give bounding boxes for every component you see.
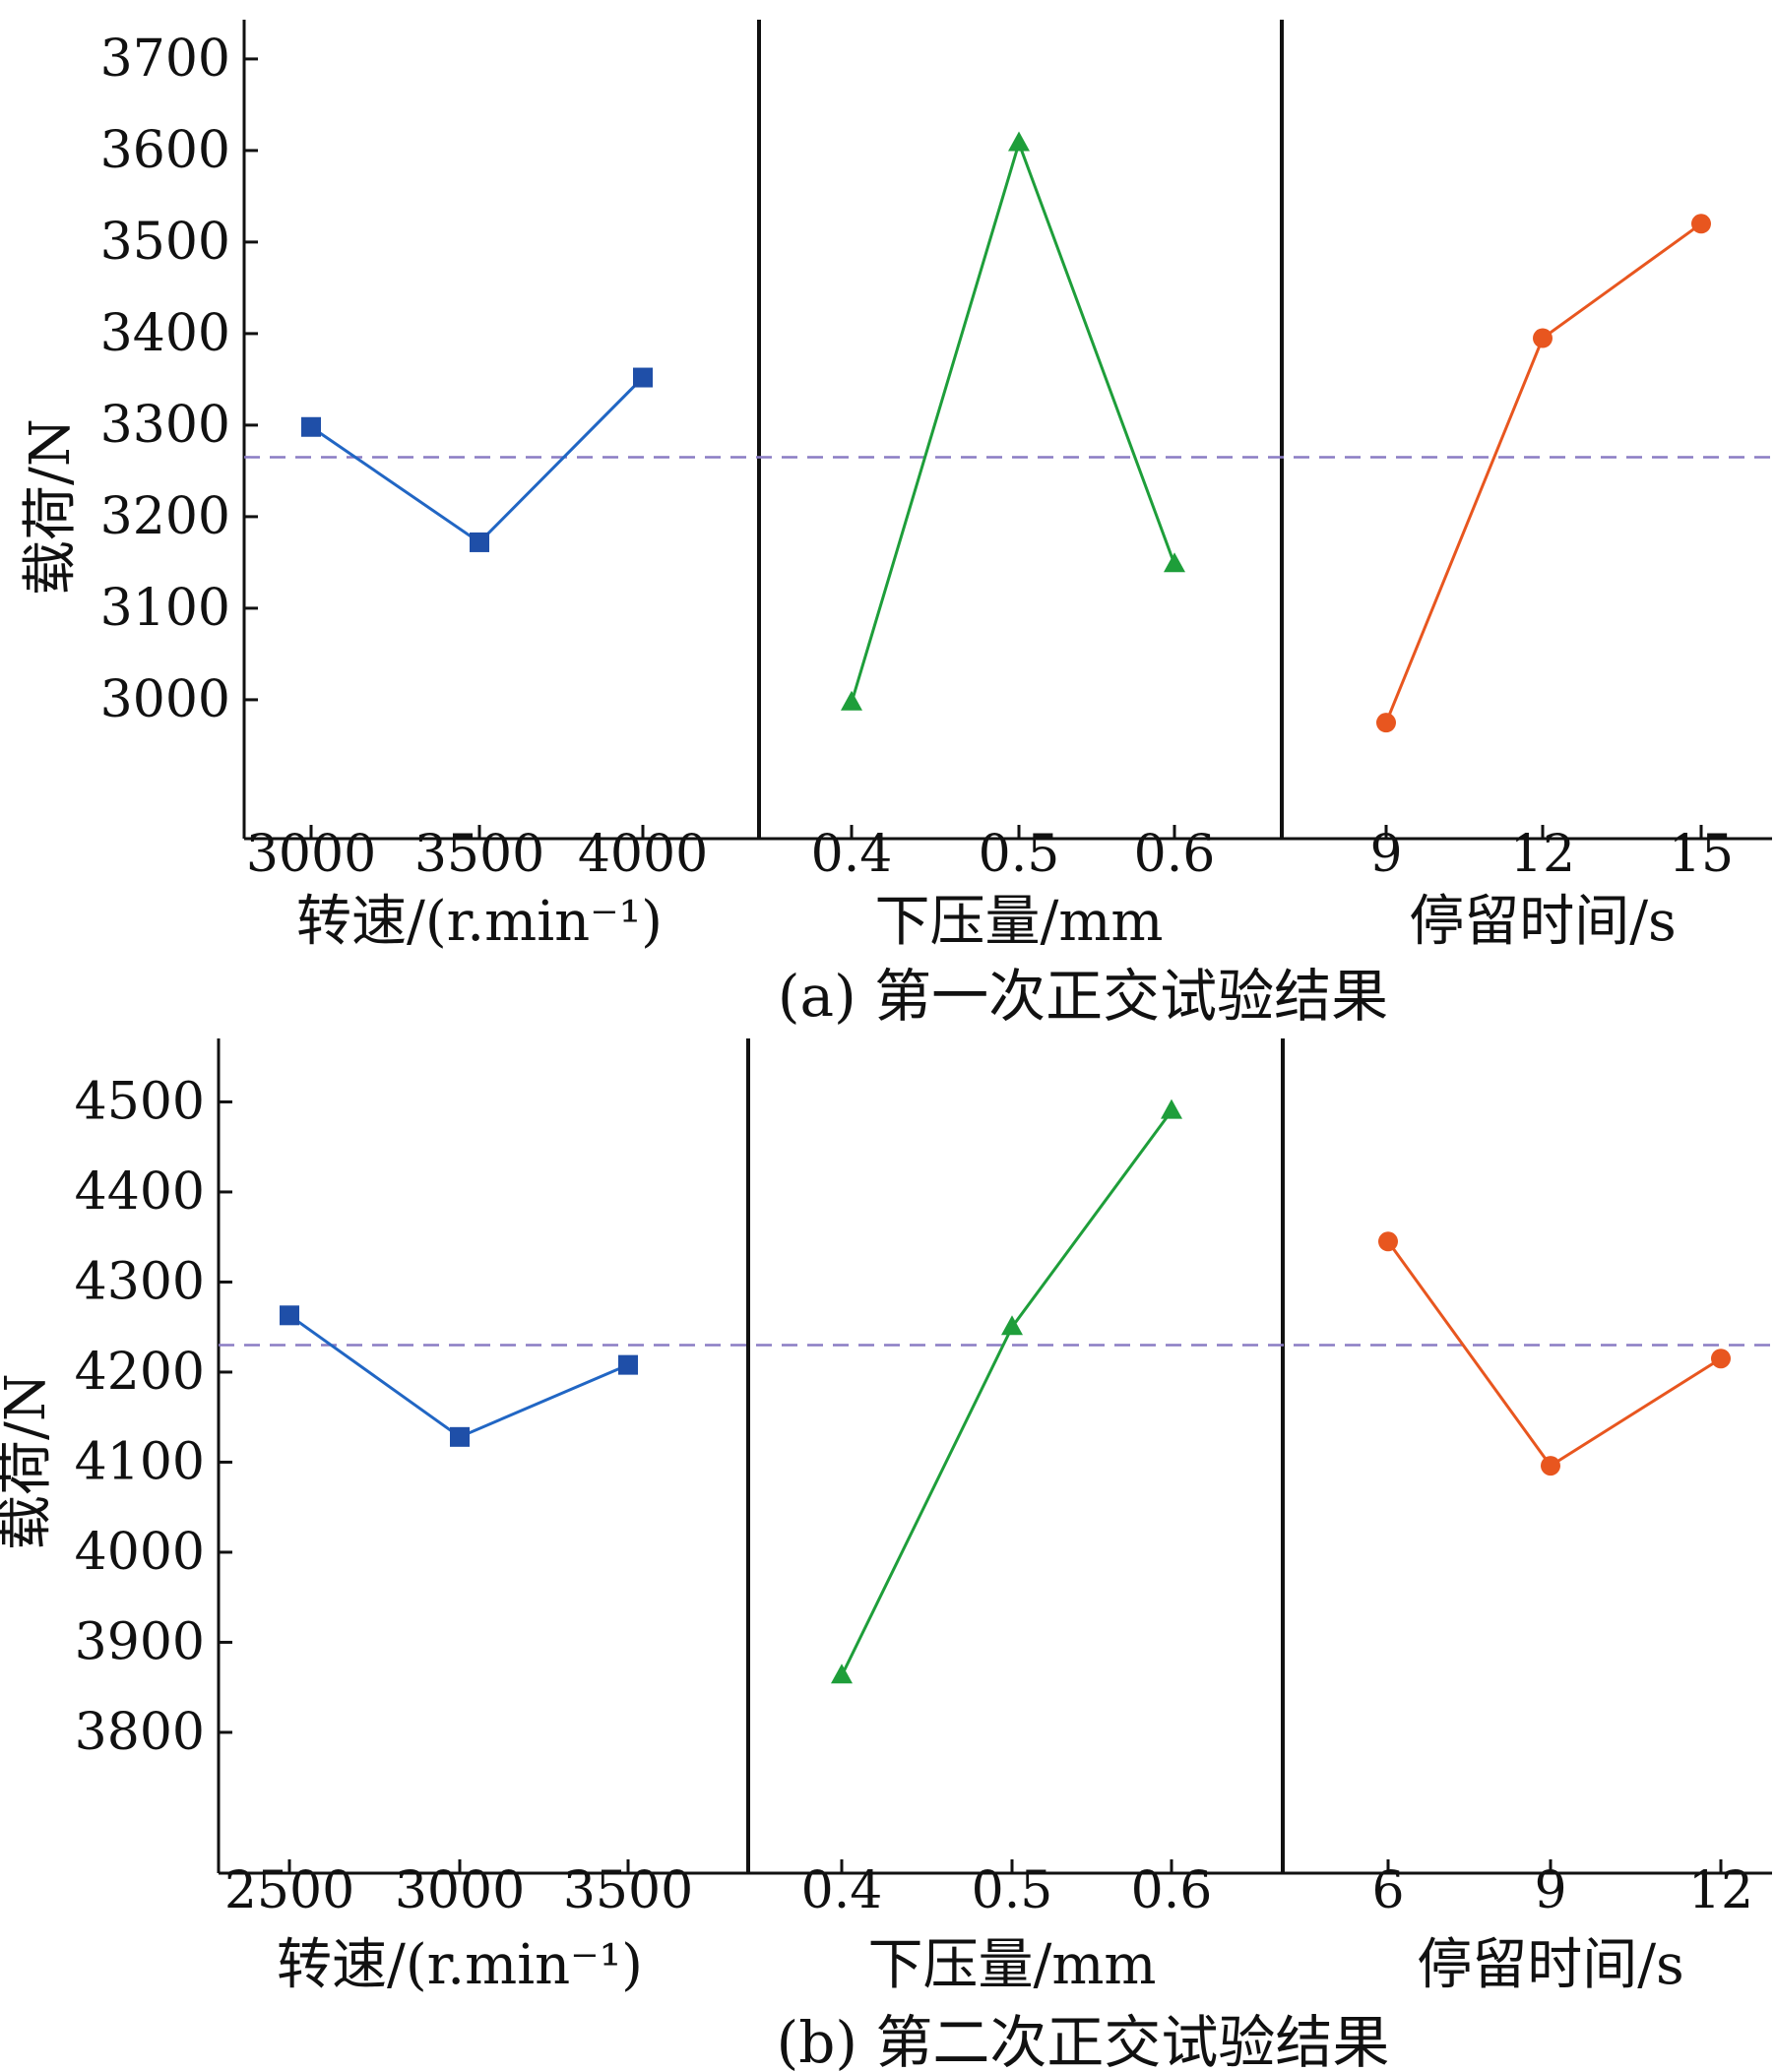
x-tick-label: 4000: [578, 825, 708, 884]
data-point-triangle: [1008, 131, 1030, 152]
x-tick-label: 3000: [395, 1861, 525, 1920]
panel-speed: 3000 3500 4000 转速/(r.min⁻¹): [246, 367, 708, 954]
x-tick-label: 9: [1369, 825, 1402, 884]
y-tick-label: 3600: [100, 121, 230, 180]
y-tick-label: 4100: [75, 1432, 205, 1491]
x-tick-label: 3500: [563, 1861, 693, 1920]
x-tick-label: 0.5: [972, 1861, 1053, 1920]
series-line-press: [840, 1109, 1173, 1676]
y-tick-label: 3100: [100, 579, 230, 638]
x-tick-label: 0.4: [811, 825, 893, 884]
x-tick-label: 12: [1510, 825, 1575, 884]
x-axis-label-press: 下压量/mm: [874, 890, 1163, 954]
y-tick-label: 4200: [75, 1343, 205, 1402]
x-tick-label: 0.4: [801, 1861, 883, 1920]
chart-a: 3000 3100 3200 3300 3400 3500 3600 3700 载荷/N 3000…: [19, 20, 1772, 1030]
panel-press: 0.4 0.5 0.6 下压量/mm: [811, 131, 1216, 954]
x-tick-label: 6: [1371, 1861, 1404, 1920]
data-point-triangle: [841, 690, 862, 711]
chart-caption: (a) 第一次正交试验结果: [778, 963, 1388, 1030]
y-tick-label: 4300: [75, 1252, 205, 1311]
y-axis-label: 载荷/N: [0, 1373, 58, 1550]
x-tick-label: 3000: [246, 825, 376, 884]
x-tick-label: 0.6: [1134, 825, 1216, 884]
data-point-square: [618, 1354, 638, 1375]
x-tick-label: 0.6: [1131, 1861, 1213, 1920]
x-tick-label: 0.5: [979, 825, 1060, 884]
data-point-circle: [1711, 1349, 1731, 1369]
x-axis-label-dwell: 停留时间/s: [1409, 890, 1677, 954]
data-point-circle: [1691, 214, 1711, 234]
x-axis-label-speed: 转速/(r.min⁻¹): [277, 1933, 643, 1997]
data-point-circle: [1533, 328, 1553, 348]
x-tick-label: 12: [1688, 1861, 1753, 1920]
data-point-triangle: [1164, 552, 1185, 573]
y-tick-label: 3400: [100, 304, 230, 363]
data-point-square: [450, 1426, 470, 1447]
series-line-press: [850, 138, 1176, 704]
data-point-square: [633, 367, 653, 388]
y-tick-label: 3500: [100, 213, 230, 272]
x-tick-label: 9: [1534, 1861, 1566, 1920]
data-point-square: [470, 532, 489, 552]
x-axis-label-dwell: 停留时间/s: [1417, 1933, 1684, 1997]
data-point-square: [280, 1305, 299, 1326]
data-point-circle: [1378, 1231, 1398, 1252]
panel-press: 0.4 0.5 0.6 下压量/mm: [801, 1099, 1213, 1997]
panel-dwell: 9 12 15 停留时间/s: [1369, 214, 1734, 954]
y-tick-label: 4000: [75, 1523, 205, 1582]
data-point-triangle: [831, 1664, 853, 1684]
y-tick-label: 3000: [100, 670, 230, 729]
panel-speed: 2500 3000 3500 转速/(r.min⁻¹): [224, 1305, 693, 1997]
x-axis-label-speed: 转速/(r.min⁻¹): [296, 890, 663, 954]
data-point-triangle: [1161, 1099, 1182, 1119]
series-line-speed: [288, 1314, 629, 1439]
x-tick-label: 2500: [224, 1861, 354, 1920]
series-line-dwell: [1386, 1240, 1722, 1469]
x-tick-label: 15: [1669, 825, 1734, 884]
y-tick-label: 3200: [100, 487, 230, 546]
y-tick-label: 3300: [100, 396, 230, 455]
data-point-triangle: [1001, 1315, 1023, 1336]
x-axis-label-press: 下压量/mm: [867, 1933, 1156, 1997]
y-tick-label: 3800: [75, 1703, 205, 1762]
series-line-speed: [310, 376, 645, 544]
y-axis-label: 载荷/N: [19, 418, 83, 596]
data-point-circle: [1376, 713, 1396, 733]
y-tick-label: 3700: [100, 30, 230, 89]
chart-caption: (b) 第二次正交试验结果: [777, 2009, 1390, 2072]
data-point-square: [301, 416, 321, 437]
chart-b: 3800 3900 4000 4100 4200 4300 4400 4500 载荷/N 2500…: [0, 1038, 1772, 2072]
x-tick-label: 3500: [414, 825, 544, 884]
y-tick-label: 4500: [75, 1072, 205, 1131]
series-line-dwell: [1384, 222, 1702, 723]
data-point-circle: [1541, 1456, 1560, 1476]
y-tick-label: 4400: [75, 1162, 205, 1222]
y-tick-label: 3900: [75, 1612, 205, 1671]
